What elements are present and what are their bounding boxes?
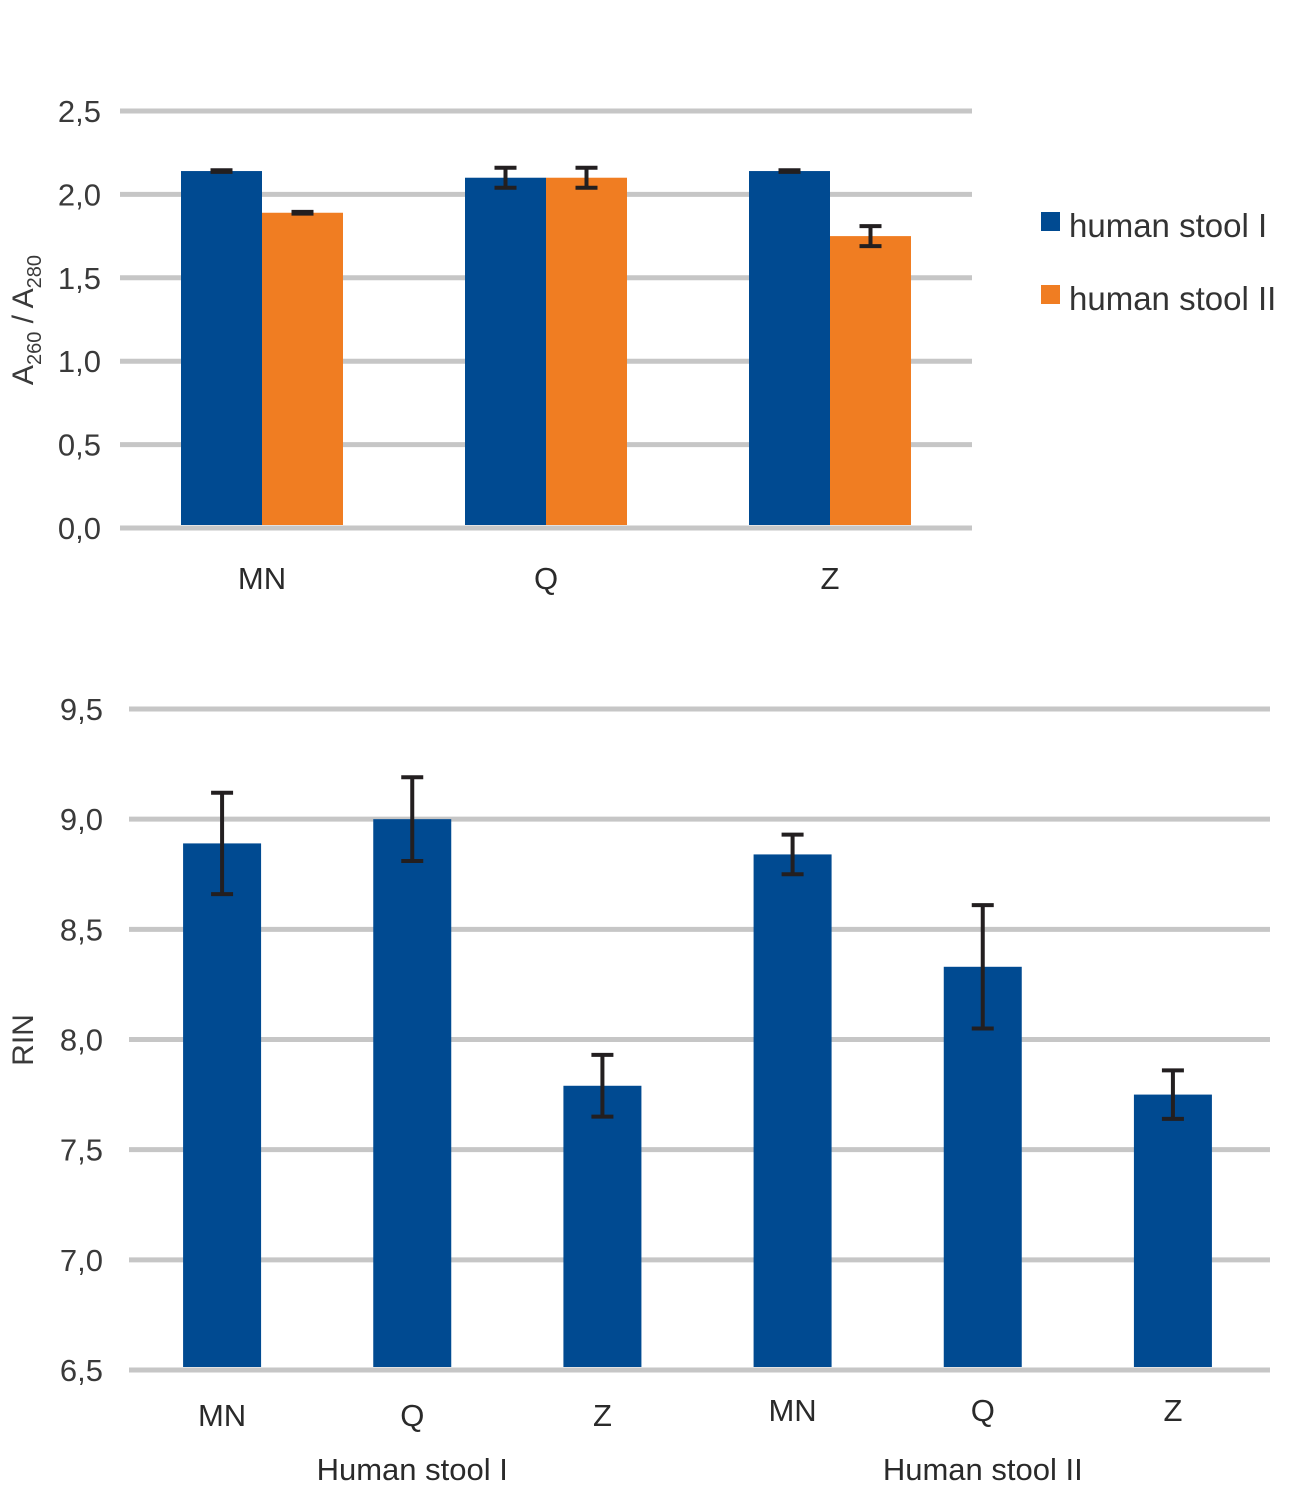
x-category-label: MN — [238, 561, 286, 596]
legend-swatch — [1041, 285, 1060, 304]
bar-q-stool-2 — [943, 966, 1022, 1367]
bars — [183, 819, 1212, 1367]
y-tick-label: 1,5 — [58, 261, 101, 296]
bar-z-series-2 — [830, 236, 911, 525]
x-category-labels: MN Q Z MN Q Z — [198, 1393, 1182, 1433]
rin-chart: 6,5 7,0 7,5 8,0 8,5 9,0 9,5 MN Q Z MN Q Z Human sto… — [7, 692, 1270, 1487]
bar-q-series-2 — [546, 177, 627, 525]
bar-mn-stool-1 — [183, 843, 262, 1367]
y-tick-label: 6,5 — [60, 1353, 103, 1388]
x-category-label: Q — [971, 1393, 995, 1428]
x-group-label: Human stool I — [317, 1452, 508, 1487]
y-tick-label: 2,0 — [58, 177, 101, 212]
x-category-label: Q — [534, 561, 558, 596]
y-tick-label: 2,5 — [58, 94, 101, 129]
y-tick-label: 0,5 — [58, 428, 101, 463]
y-axis-label: RIN — [7, 1014, 40, 1066]
y-tick-labels: 6,5 7,0 7,5 8,0 8,5 9,0 9,5 — [60, 692, 103, 1388]
bar-z-stool-1 — [563, 1085, 642, 1367]
legend-label: human stool II — [1069, 280, 1276, 317]
x-category-label: MN — [768, 1393, 816, 1428]
x-category-label: Q — [400, 1398, 424, 1433]
y-tick-label: 9,0 — [60, 802, 103, 837]
y-tick-label: 1,0 — [58, 344, 101, 379]
bars — [181, 171, 911, 526]
y-tick-label: 7,0 — [60, 1243, 103, 1278]
a260-a280-chart: 0,0 0,5 1,0 1,5 2,0 2,5 MN Q Z A260 / A280 huma… — [7, 94, 1276, 596]
legend-label: human stool I — [1069, 207, 1267, 244]
bar-mn-series-2 — [262, 212, 343, 526]
x-category-label: Z — [821, 561, 840, 596]
y-tick-labels: 0,0 0,5 1,0 1,5 2,0 2,5 — [58, 94, 101, 546]
y-tick-label: 8,0 — [60, 1023, 103, 1058]
y-tick-label: 8,5 — [60, 912, 103, 947]
y-tick-label: 7,5 — [60, 1133, 103, 1168]
x-category-label: MN — [198, 1398, 246, 1433]
x-category-label: Z — [593, 1398, 612, 1433]
legend-swatch — [1041, 212, 1060, 231]
y-tick-label: 0,0 — [58, 511, 101, 546]
bar-mn-series-1 — [181, 171, 262, 525]
bar-q-stool-1 — [373, 819, 452, 1367]
error-bars — [210, 165, 882, 249]
bar-z-series-1 — [749, 171, 830, 525]
bar-z-stool-2 — [1133, 1094, 1212, 1367]
x-category-label: Z — [1163, 1393, 1182, 1428]
error-bars — [211, 775, 1184, 1121]
bar-q-series-1 — [465, 177, 546, 525]
legend: human stool I human stool II — [1041, 207, 1276, 317]
y-tick-label: 9,5 — [60, 692, 103, 727]
y-axis-label: A260 / A280 — [7, 255, 46, 385]
y-gridlines — [129, 706, 1270, 1373]
x-category-labels: MN Q Z — [238, 561, 840, 596]
x-group-label: Human stool II — [883, 1452, 1083, 1487]
x-group-labels: Human stool I Human stool II — [317, 1452, 1083, 1487]
bar-mn-stool-2 — [753, 854, 832, 1367]
